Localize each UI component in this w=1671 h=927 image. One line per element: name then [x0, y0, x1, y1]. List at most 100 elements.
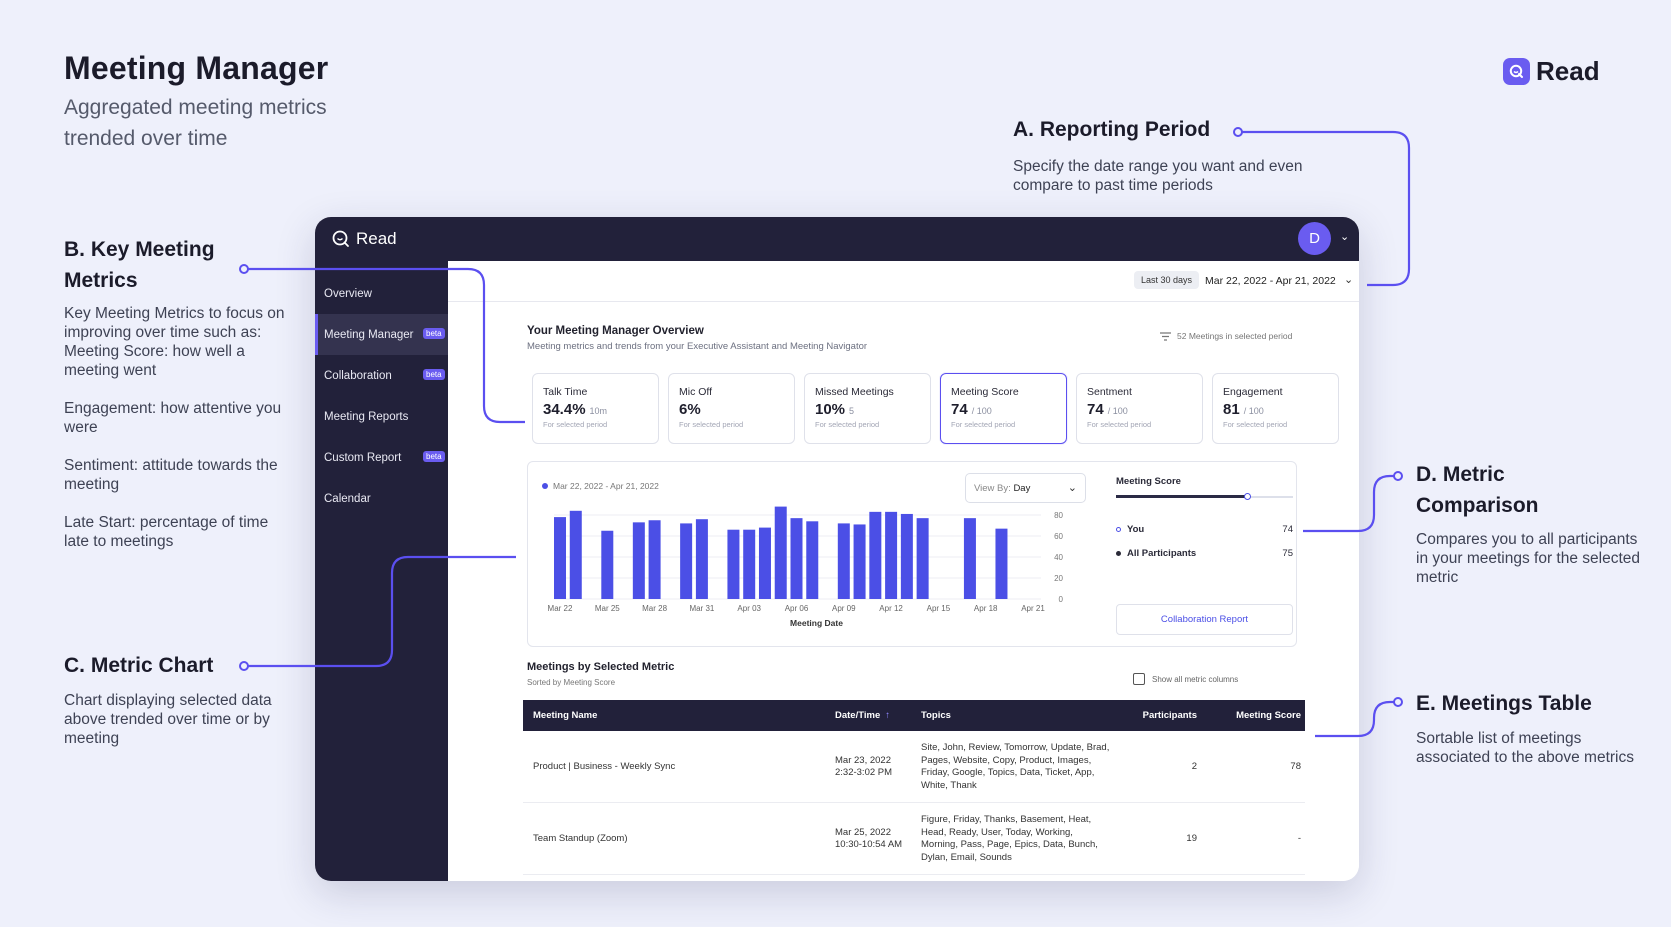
sidebar-item-meeting-reports[interactable]: Meeting Reports [315, 396, 448, 437]
period-range-picker[interactable]: Mar 22, 2022 - Apr 21, 2022 [1205, 275, 1336, 287]
metric-card-label: Missed Meetings [815, 386, 894, 398]
table-header: Meeting Name Date/Time ↑ Topics Participa… [523, 700, 1305, 731]
metric-subvalue: / 100 [1243, 406, 1264, 416]
sidebar-item-label: Meeting Manager [324, 328, 414, 341]
sidebar-item-collaboration[interactable]: Collaboration beta [315, 355, 448, 396]
column-header-name[interactable]: Meeting Name [533, 710, 598, 721]
chevron-down-icon[interactable]: ⌄ [1344, 274, 1354, 286]
metric-chart: Mar 22, 2022 - Apr 21, 2022 View By: Day… [527, 461, 1297, 647]
bar-chart: 0 20 40 60 80 Mar 22 Mar 25 Mar 28 Mar 31 Apr 03 A… [548, 506, 1064, 628]
note-body: Chart displaying selected data above tre… [64, 692, 272, 747]
callout-dot [1393, 697, 1403, 707]
metric-card[interactable]: Missed Meetings 10% 5 For selected period [804, 373, 931, 444]
chart-bar [554, 517, 566, 599]
chart-bar [680, 523, 693, 599]
chart-bar [727, 529, 740, 599]
reporting-period-bar: Last 30 days Mar 22, 2022 - Apr 21, 2022… [448, 261, 1359, 302]
table-row[interactable]: Team Standup (Zoom) Mar 25, 2022 10:30-10… [523, 803, 1305, 875]
column-header-topics[interactable]: Topics [921, 710, 951, 721]
period-preset-chip[interactable]: Last 30 days [1134, 271, 1200, 289]
metric-card-value: 74/ 100 [951, 401, 1056, 418]
comparison-row-you: You 74 [1116, 524, 1293, 535]
column-header-date[interactable]: Date/Time ↑ [835, 710, 890, 722]
meeting-name[interactable]: Team Standup (Zoom) [533, 833, 628, 844]
metric-card-footnote: For selected period [543, 420, 608, 429]
metric-value: 74 [951, 401, 968, 418]
table-title: Meetings by Selected Metric [527, 661, 675, 673]
view-by-select[interactable]: View By: Day ⌄ [965, 473, 1086, 503]
metric-subvalue: 10m [589, 406, 608, 416]
read-logo-icon [1503, 58, 1530, 85]
metric-card[interactable]: Talk Time 34.4% 10m For selected period [532, 373, 659, 444]
comparison-slider-fill [1116, 495, 1247, 498]
metric-card[interactable]: Sentment 74/ 100 For selected period [1076, 373, 1203, 444]
note-body: Meeting Score: how well a meeting went [64, 343, 245, 379]
comparison-slider-knob [1243, 493, 1251, 500]
metric-value: 34.4% [543, 401, 586, 418]
sidebar-item-calendar[interactable]: Calendar [315, 478, 448, 519]
metric-value: 74 [1087, 401, 1104, 418]
metric-card-footnote: For selected period [1223, 420, 1288, 429]
meeting-name[interactable]: Product | Business - Weekly Sync [533, 761, 676, 772]
sidebar-item-overview[interactable]: Overview [315, 273, 448, 314]
main-content: Last 30 days Mar 22, 2022 - Apr 21, 2022… [448, 261, 1359, 881]
metric-card-label: Mic Off [679, 386, 713, 398]
chart-bar [569, 510, 582, 599]
metric-card[interactable]: Meeting Score 74/ 100 For selected period [940, 373, 1067, 444]
x-tick-label: Mar 22 [548, 604, 573, 613]
brand-logo: Read [1503, 56, 1600, 87]
note-meetings-table: E. Meetings Table Sortable list of meeti… [1416, 688, 1641, 767]
note-body: Compares you to all participants in your… [1416, 531, 1641, 586]
metric-card-label: Engagement [1223, 386, 1283, 398]
metric-comparison-panel: Meeting Score You 74 All Participants 75… [1108, 462, 1298, 648]
read-logo-icon [332, 230, 349, 247]
view-by-label: View By: [974, 483, 1011, 494]
sidebar-item-custom-report[interactable]: Custom Report beta [315, 437, 448, 478]
comparison-value: 75 [1282, 548, 1293, 559]
overview-subtitle: Meeting metrics and trends from your Exe… [527, 341, 868, 352]
sidebar-item-label: Overview [324, 287, 372, 300]
y-tick-label: 80 [1054, 511, 1063, 520]
sort-arrow-up-icon[interactable]: ↑ [885, 710, 890, 721]
chevron-down-icon: ⌄ [1067, 482, 1077, 494]
x-tick-label: Apr 09 [832, 604, 856, 613]
show-all-columns-toggle[interactable]: Show all metric columns [1133, 673, 1238, 685]
metric-card-footnote: For selected period [1087, 420, 1152, 429]
collaboration-report-button[interactable]: Collaboration Report [1116, 604, 1293, 635]
meeting-participants: 2 [1191, 761, 1197, 772]
y-tick-label: 20 [1054, 574, 1063, 583]
note-metric-chart: C. Metric Chart Chart displaying selecte… [64, 650, 294, 748]
x-tick-label: Mar 31 [689, 604, 714, 613]
metric-card-footnote: For selected period [815, 420, 880, 429]
sidebar-item-meeting-manager[interactable]: Meeting Manager beta [315, 314, 448, 355]
callout-dot [1393, 471, 1403, 481]
y-tick-label: 40 [1054, 553, 1063, 562]
metric-card[interactable]: Engagement 81/ 100 For selected period [1212, 373, 1339, 444]
view-by-value: Day [1013, 483, 1031, 494]
table-row[interactable]: Product | Business - Weekly Sync Mar 23,… [523, 731, 1305, 803]
legend-swatch [542, 483, 548, 489]
metric-value: 10% [815, 401, 846, 418]
chart-bar [995, 528, 1008, 599]
chart-bar [758, 527, 771, 599]
note-reporting-period: A. Reporting Period Specify the date ran… [1013, 114, 1353, 195]
sidebar-item-label: Custom Report [324, 451, 402, 464]
beta-badge: beta [423, 328, 445, 339]
meeting-date: Mar 23, 2022 [835, 755, 891, 766]
sidebar-item-label: Collaboration [324, 369, 392, 382]
checkbox[interactable] [1133, 673, 1145, 685]
sidebar-item-label: Calendar [324, 492, 371, 505]
filter-icon[interactable] [1160, 331, 1171, 341]
column-header-participants[interactable]: Participants [1142, 710, 1197, 721]
meeting-count-text: 52 Meetings in selected period [1177, 331, 1293, 341]
app-logo[interactable]: Read [331, 229, 397, 249]
avatar[interactable]: D [1298, 222, 1331, 255]
y-tick-label: 0 [1059, 595, 1064, 604]
chevron-down-icon[interactable]: ⌄ [1340, 231, 1350, 243]
x-tick-label: Apr 21 [1021, 604, 1045, 613]
column-header-score[interactable]: Meeting Score [1236, 710, 1301, 721]
beta-badge: beta [423, 451, 445, 462]
metric-card[interactable]: Mic Off 6% For selected period [668, 373, 795, 444]
chart-bar [885, 511, 898, 599]
chart-bar [869, 511, 882, 599]
